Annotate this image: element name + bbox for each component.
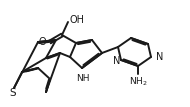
Text: S: S	[10, 88, 16, 98]
Text: OH: OH	[70, 15, 85, 25]
Text: N: N	[156, 52, 163, 62]
Text: NH: NH	[76, 74, 90, 83]
Text: O: O	[38, 37, 46, 47]
Text: N: N	[113, 56, 120, 66]
Text: NH$_2$: NH$_2$	[129, 76, 147, 88]
